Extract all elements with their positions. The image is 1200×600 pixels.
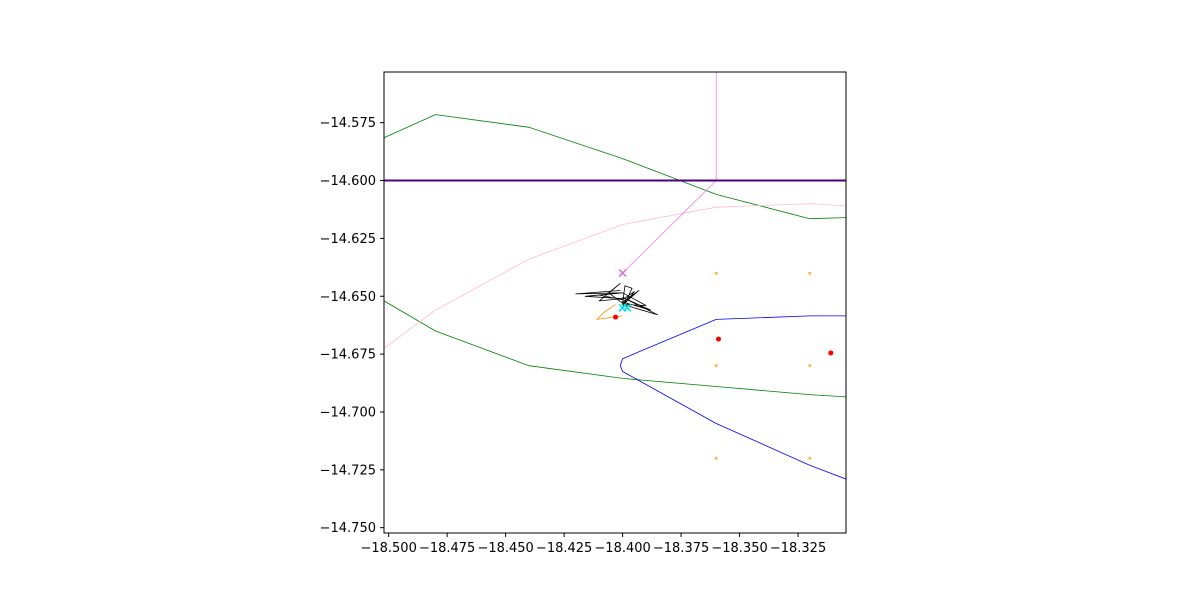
plot-frame	[383, 71, 847, 534]
x-tick-label: −18.450	[477, 541, 533, 556]
scatter-point	[714, 271, 718, 275]
scatter-point	[828, 350, 834, 356]
scatter-point	[808, 271, 812, 275]
scatter-point	[613, 314, 619, 320]
x-tick-label: −18.400	[594, 541, 650, 556]
scatter-point	[808, 456, 812, 460]
series-line-3	[384, 203, 846, 349]
series-line-2	[619, 315, 846, 480]
y-tick-label: −14.725	[320, 463, 376, 478]
series-layer	[384, 72, 846, 480]
x-tick-label: −18.350	[711, 541, 767, 556]
series-line-7	[575, 283, 659, 316]
scatter-point	[716, 336, 722, 342]
series-line-0	[384, 114, 846, 220]
y-tick-label: −14.650	[320, 290, 376, 305]
x-tick-label: −18.325	[770, 541, 826, 556]
series-line-1	[384, 300, 846, 398]
y-tick-label: −14.575	[320, 116, 376, 131]
y-tick-label: −14.700	[320, 405, 376, 420]
x-tick-label: −18.425	[536, 541, 592, 556]
scatter-point	[714, 456, 718, 460]
x-axis: −18.500 −18.475 −18.450 −18.425 −18.400 −18.3…	[360, 533, 826, 556]
scatter-point	[808, 364, 812, 368]
x-marker-stroke	[618, 269, 627, 278]
y-tick-label: −14.750	[320, 521, 376, 536]
x-tick-label: −18.375	[653, 541, 709, 556]
x-marker	[623, 303, 632, 312]
y-tick-label: −14.625	[320, 232, 376, 247]
scatter-point	[714, 364, 718, 368]
x-tick-label: −18.475	[419, 541, 475, 556]
y-axis: −14.575 −14.600 −14.625 −14.650 −14.675 −14.7…	[320, 116, 384, 536]
x-marker-stroke	[623, 303, 632, 312]
y-tick-label: −14.675	[320, 348, 376, 363]
x-marker	[618, 269, 627, 278]
series-line-4	[622, 72, 717, 274]
series-line-6	[596, 304, 623, 320]
y-tick-label: −14.600	[320, 174, 376, 189]
x-tick-label: −18.500	[360, 541, 416, 556]
